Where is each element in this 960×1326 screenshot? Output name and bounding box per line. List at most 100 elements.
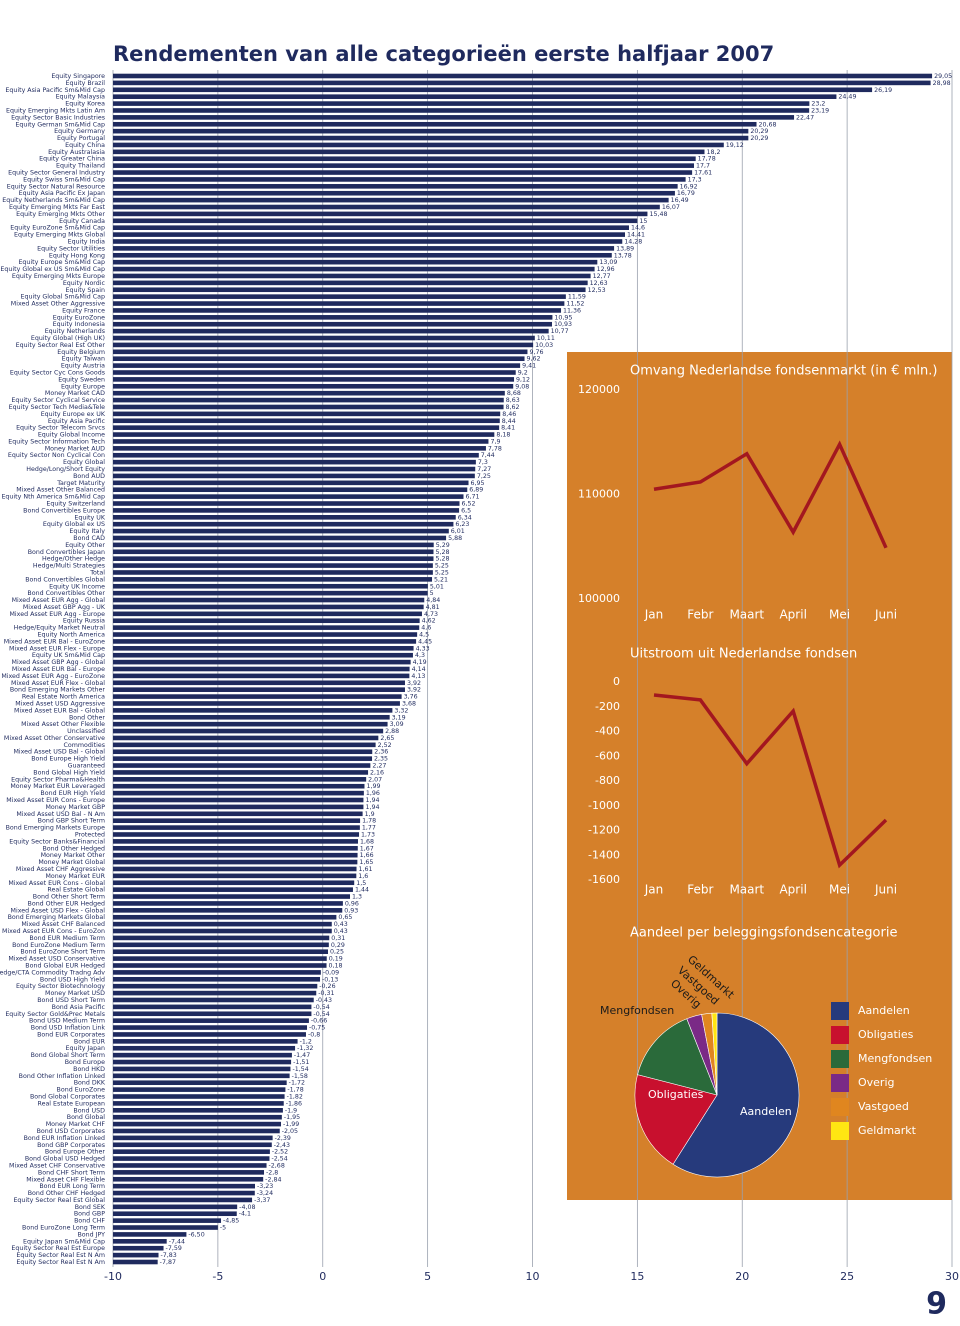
- category-label: Mixed Asset EUR Cons - Global: [8, 880, 105, 887]
- value-label: -0,31: [318, 990, 334, 997]
- category-label: Bond Asia Pacific: [52, 1004, 106, 1011]
- value-label: -1,2: [300, 1038, 312, 1045]
- value-label: -0,8: [308, 1031, 320, 1038]
- value-label: -2,8: [266, 1169, 278, 1176]
- value-label: -1,32: [297, 1045, 313, 1052]
- category-label: Equity Europe: [61, 383, 105, 390]
- bar: [113, 1232, 187, 1237]
- x-tick-label: 10: [526, 1270, 540, 1283]
- category-label: Bond Emerging Markets Other: [10, 687, 106, 694]
- legend-swatch: [831, 1050, 849, 1068]
- bar: [113, 859, 358, 865]
- category-label: Equity Netherlands Sm&Mid Cap: [2, 197, 105, 204]
- category-label: Bond Convertibles Global: [25, 576, 105, 583]
- value-label: -4,1: [239, 1211, 251, 1218]
- value-label: 3,92: [407, 680, 421, 687]
- bar: [113, 873, 357, 879]
- category-label: Mixed Asset CHF Aggressive: [16, 866, 105, 873]
- legend-swatch: [831, 1002, 849, 1020]
- bar: [113, 887, 353, 892]
- x-tick-label: 30: [945, 1270, 959, 1283]
- bar: [113, 749, 373, 755]
- bar: [113, 163, 695, 168]
- y-tick-label: -200: [595, 700, 620, 713]
- category-label: Mixed Asset EUR Agg - Europe: [10, 611, 106, 618]
- value-label: 10,93: [554, 321, 572, 328]
- bar: [113, 425, 500, 430]
- category-label: Bond USD: [73, 1107, 105, 1114]
- bar: [113, 1142, 272, 1148]
- category-label: Mixed Asset CHF Balanced: [21, 921, 105, 928]
- category-label: Mixed Asset EUR Flex - Europe: [9, 645, 105, 652]
- value-label: 5,28: [435, 549, 449, 556]
- value-label: -5: [220, 1225, 226, 1232]
- category-label: Bond EuroZone Short Term: [20, 949, 105, 956]
- bar: [113, 908, 343, 913]
- category-label: Equity Sector Basic Industries: [11, 114, 105, 121]
- bar: [113, 87, 873, 93]
- value-label: 4,5: [419, 632, 429, 639]
- bar: [113, 1073, 290, 1079]
- x-tick-label: April: [779, 883, 806, 897]
- value-label: 10,03: [535, 342, 553, 349]
- category-label: Equity Sector Gold&Prec Metals: [5, 1011, 105, 1018]
- bar: [113, 335, 535, 341]
- bar: [113, 80, 931, 86]
- value-label: -3,23: [257, 1183, 273, 1190]
- value-label: 12,53: [588, 287, 606, 294]
- value-label: -1,78: [287, 1087, 303, 1094]
- value-label: -7,87: [160, 1259, 176, 1266]
- category-label: Equity Italy: [69, 528, 105, 535]
- bar: [113, 666, 410, 672]
- value-label: 29,05: [934, 73, 952, 80]
- bar: [113, 1101, 284, 1106]
- category-label: Mixed Asset EUR Bal - Europe: [12, 666, 105, 673]
- bar: [113, 363, 521, 368]
- bar: [113, 728, 384, 734]
- category-label: Mixed Asset GBP Agg - Global: [12, 659, 106, 666]
- value-label: 2,27: [372, 763, 386, 770]
- value-label: 7,25: [477, 473, 491, 480]
- category-label: Equity Canada: [59, 218, 105, 225]
- value-label: 7,3: [478, 459, 488, 466]
- category-label: Bond EUR: [74, 1038, 106, 1045]
- category-label: Money Market Other: [41, 852, 106, 859]
- category-label: Equity Nth America Sm&Mid Cap: [1, 494, 105, 501]
- value-label: 17,78: [698, 156, 716, 163]
- value-label: -2,68: [269, 1162, 285, 1169]
- y-tick-label: 110000: [578, 488, 620, 501]
- value-label: 1,66: [360, 852, 374, 859]
- category-label: Bond Global High Yield: [33, 769, 105, 776]
- category-label: Bond Global EUR Hedged: [25, 963, 105, 970]
- category-label: Equity Emerging Mkts Far East: [9, 204, 106, 211]
- category-label: Equity German Sm&Mid Cap: [15, 121, 105, 128]
- value-label: 4,3: [415, 652, 425, 659]
- category-label: Equity France: [62, 307, 105, 314]
- category-label: Hedge/Long/Short Equity: [26, 466, 105, 473]
- category-label: Bond Other Hedged: [42, 845, 105, 852]
- y-tick-label: 100000: [578, 592, 620, 605]
- value-label: 3,32: [394, 707, 408, 714]
- bar: [113, 1018, 309, 1023]
- value-label: 1,73: [361, 831, 375, 838]
- bar: [113, 1011, 312, 1017]
- value-label: 7,27: [477, 466, 491, 473]
- x-tick-label: -10: [104, 1270, 122, 1283]
- category-label: Mixed Asset USD Flex - Global: [11, 907, 106, 914]
- x-tick-label: Febr: [687, 608, 713, 622]
- bar: [113, 832, 360, 837]
- bar: [113, 777, 367, 782]
- bar: [113, 315, 553, 320]
- x-tick-label: Febr: [687, 883, 713, 897]
- value-label: 4,6: [421, 625, 431, 632]
- bar: [113, 232, 625, 237]
- value-label: -3,24: [257, 1190, 273, 1197]
- y-tick-label: -1000: [588, 799, 620, 812]
- value-label: 1,6: [358, 873, 368, 880]
- bar: [113, 990, 317, 996]
- bar: [113, 446, 486, 451]
- category-label: Equity Sector Natural Resource: [7, 183, 105, 190]
- category-label: Equity Nordic: [63, 280, 106, 287]
- value-label: 28,98: [933, 80, 951, 87]
- category-label: Equity Sector Banks&Financial: [9, 838, 105, 845]
